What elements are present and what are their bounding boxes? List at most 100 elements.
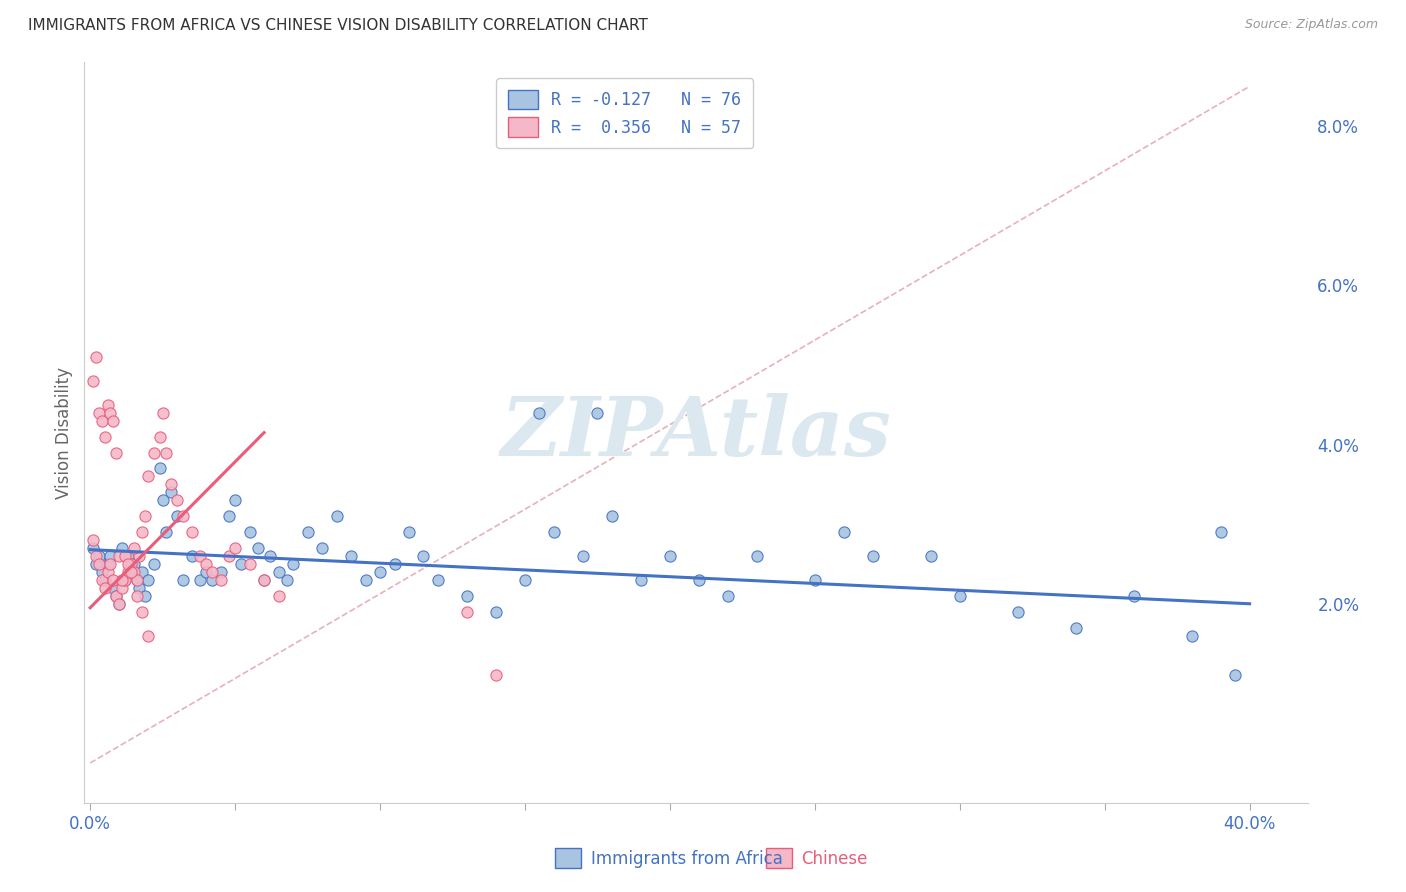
Point <box>136 629 159 643</box>
Point <box>84 549 107 563</box>
Point <box>209 573 232 587</box>
Point <box>142 557 165 571</box>
Point <box>93 581 115 595</box>
Point <box>543 525 565 540</box>
Point <box>93 573 115 587</box>
Point <box>100 557 122 571</box>
Point <box>600 509 623 524</box>
Point <box>105 589 128 603</box>
Point <box>209 565 232 579</box>
Point <box>90 565 112 579</box>
Point <box>427 573 450 587</box>
Point <box>949 589 972 603</box>
Point <box>247 541 270 555</box>
Point <box>384 557 406 571</box>
Point <box>195 557 218 571</box>
Point <box>152 493 174 508</box>
Point <box>1122 589 1144 603</box>
Point <box>114 573 136 587</box>
Point <box>832 525 855 540</box>
Point <box>155 525 177 540</box>
Point <box>586 406 609 420</box>
Point <box>1209 525 1232 540</box>
Point <box>90 414 112 428</box>
Point <box>1064 621 1087 635</box>
Point <box>100 549 122 563</box>
Bar <box>766 848 792 868</box>
Point <box>1007 605 1029 619</box>
Point <box>90 573 112 587</box>
Point <box>122 557 145 571</box>
Point <box>87 549 110 563</box>
Point <box>456 605 478 619</box>
Point <box>195 565 218 579</box>
Point <box>229 557 252 571</box>
Point <box>253 573 276 587</box>
Point <box>340 549 363 563</box>
Point <box>325 509 347 524</box>
Point <box>398 525 420 540</box>
Point <box>201 565 224 579</box>
Point <box>93 429 115 443</box>
Point <box>96 565 118 579</box>
Point <box>103 414 125 428</box>
Point <box>281 557 304 571</box>
Point <box>120 565 142 579</box>
Point <box>117 557 139 571</box>
Legend: R = -0.127   N = 76, R =  0.356   N = 57: R = -0.127 N = 76, R = 0.356 N = 57 <box>496 78 754 148</box>
Point <box>172 573 194 587</box>
Point <box>125 573 148 587</box>
Point <box>136 573 159 587</box>
Point <box>122 565 145 579</box>
Point <box>201 573 224 587</box>
Point <box>354 573 377 587</box>
Point <box>82 374 104 388</box>
Point <box>658 549 681 563</box>
Point <box>188 573 211 587</box>
Point <box>311 541 333 555</box>
Point <box>239 557 262 571</box>
Point <box>630 573 652 587</box>
Point <box>513 573 536 587</box>
Point <box>128 549 150 563</box>
Point <box>100 406 122 420</box>
Point <box>128 581 150 595</box>
Point <box>82 533 104 547</box>
Point <box>108 549 131 563</box>
Point <box>1181 629 1204 643</box>
Point <box>120 565 142 579</box>
Point <box>131 565 153 579</box>
Point <box>114 549 136 563</box>
Point <box>172 509 194 524</box>
Point <box>111 573 134 587</box>
Point <box>485 668 508 682</box>
Point <box>108 597 131 611</box>
Point <box>276 573 298 587</box>
Point <box>96 557 118 571</box>
Point <box>267 589 290 603</box>
Point <box>108 597 131 611</box>
Point <box>166 493 188 508</box>
Point <box>111 581 134 595</box>
Point <box>188 549 211 563</box>
Point <box>84 557 107 571</box>
Point <box>717 589 740 603</box>
Point <box>125 573 148 587</box>
Point <box>87 406 110 420</box>
Point <box>160 477 183 491</box>
Point <box>745 549 768 563</box>
Point <box>136 469 159 483</box>
Text: Immigrants from Africa: Immigrants from Africa <box>591 850 782 868</box>
Point <box>122 541 145 555</box>
Point <box>218 509 240 524</box>
Point <box>84 350 107 364</box>
Point <box>149 461 172 475</box>
Point <box>368 565 391 579</box>
Point <box>412 549 434 563</box>
Point <box>166 509 188 524</box>
Point <box>117 565 139 579</box>
Point <box>224 493 246 508</box>
Point <box>155 445 177 459</box>
Point <box>180 525 202 540</box>
Point <box>131 605 153 619</box>
